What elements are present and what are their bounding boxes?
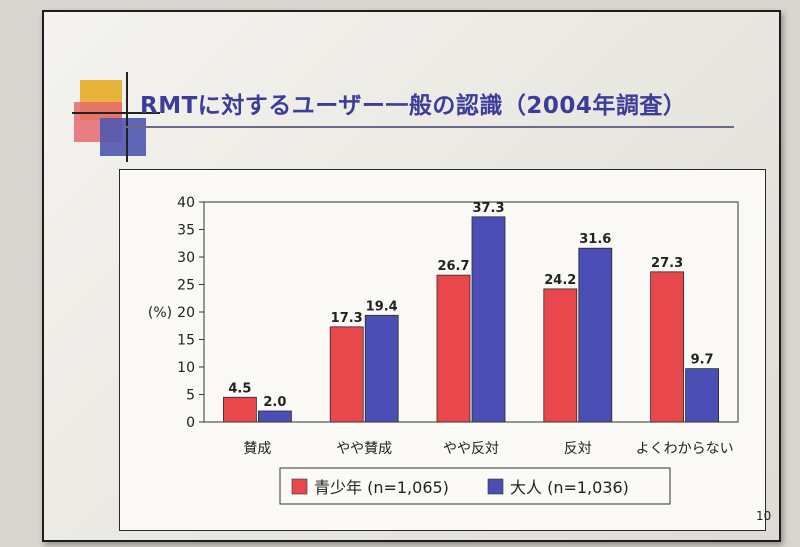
x-category-label: やや反対	[443, 441, 499, 457]
bar-value-label: 37.3	[472, 201, 504, 216]
title-underline	[124, 126, 734, 128]
y-tick-label: 25	[177, 278, 195, 294]
y-tick-label: 5	[186, 388, 195, 404]
y-axis-label: (%)	[148, 305, 172, 321]
y-tick-label: 35	[177, 223, 195, 239]
legend-box	[279, 467, 671, 505]
bar-value-label: 2.0	[263, 395, 286, 410]
logo-vertical-line	[126, 72, 128, 162]
x-category-label: 賛成	[243, 441, 271, 457]
bar-chart: 0 5 10 15 20 25 30 35 40 (%) 4.5 2.0 賛成 17.319.4 やや賛成 2…	[148, 195, 739, 505]
y-tick-label: 10	[177, 360, 195, 376]
slide-logo	[72, 72, 162, 162]
bar-youth	[329, 326, 364, 423]
page-number: 10	[756, 509, 772, 523]
bar-value-label: 27.3	[651, 256, 683, 271]
y-tick-label: 40	[177, 195, 195, 211]
logo-horizontal-line	[72, 112, 160, 114]
bar-adult	[257, 410, 292, 423]
x-category-label: 反対	[564, 441, 592, 457]
x-category-label: やや賛成	[336, 441, 392, 457]
bar-youth	[223, 396, 257, 423]
bar-value-label: 9.7	[691, 353, 714, 368]
bar-value-label: 19.4	[366, 299, 398, 314]
bar-adult	[685, 368, 719, 423]
legend-swatch-adult	[487, 478, 504, 495]
legend-swatch-youth	[291, 478, 308, 495]
legend-entry-label: 大人 (n=1,036)	[510, 478, 629, 497]
slide-title: RMTに対するユーザー一般の認識（2004年調査）	[140, 93, 687, 119]
bar-value-label: 17.3	[331, 311, 363, 326]
bar-value-label: 31.6	[579, 232, 611, 247]
y-tick-label: 20	[177, 305, 195, 321]
bar-value-label: 4.5	[228, 381, 251, 396]
slide: RMTに対するユーザー一般の認識（2004年調査） 0 5 10 15 20 25 30 35…	[42, 10, 781, 542]
bar-youth	[543, 288, 578, 423]
logo-blue-square	[100, 118, 146, 156]
bar-adult	[364, 314, 399, 423]
bar-value-label: 26.7	[437, 259, 469, 274]
x-category-label: よくわからない	[636, 441, 734, 457]
bar-adult	[578, 247, 613, 423]
y-tick-label: 0	[186, 415, 195, 431]
bar-youth	[436, 274, 471, 423]
bar-value-label: 24.2	[544, 273, 576, 288]
legend-entry-label: 青少年 (n=1,065)	[314, 478, 449, 497]
bar-youth	[650, 271, 684, 423]
bar-adult	[471, 216, 506, 423]
y-tick-label: 30	[177, 250, 195, 266]
chart-area: 0 5 10 15 20 25 30 35 40 (%) 4.5 2.0 賛成 17.3 19.4 やや賛成 2…	[119, 169, 766, 531]
y-tick-label: 15	[177, 333, 195, 349]
